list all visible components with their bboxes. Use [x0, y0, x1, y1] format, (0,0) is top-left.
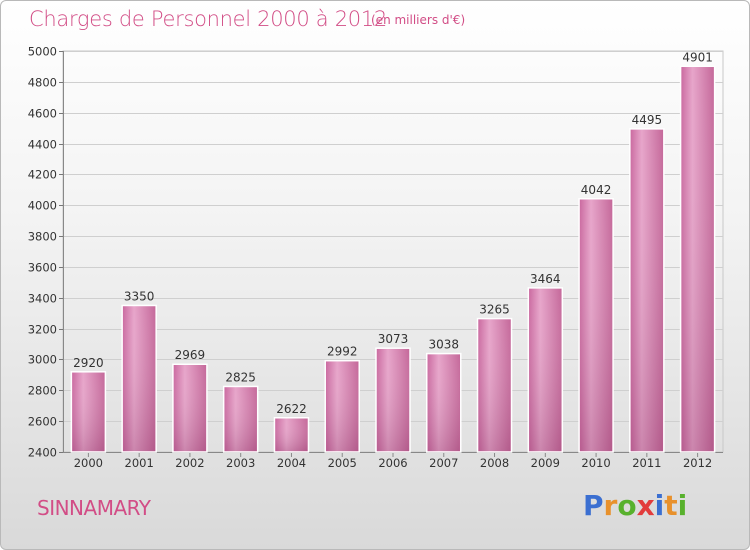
bar-shade: [326, 361, 359, 451]
bar-value-label: 4901: [682, 50, 713, 64]
bar-value-label: 3464: [530, 272, 561, 286]
logo-letter: r: [603, 489, 618, 522]
y-tick-label: 4200: [28, 168, 57, 182]
y-tick-label: 4600: [28, 107, 57, 121]
logo-letter: P: [583, 489, 604, 522]
y-tick-label: 4800: [28, 76, 57, 90]
bar-shade: [630, 129, 663, 451]
bar-value-label: 4042: [581, 183, 612, 197]
logo-letter: x: [636, 489, 655, 522]
proxiti-logo: Proxiti: [583, 489, 687, 522]
y-tick-label: 4000: [28, 199, 57, 213]
bar-shade: [173, 365, 206, 451]
bar-shade: [529, 288, 562, 451]
bar-shade: [275, 418, 308, 451]
x-tick-label: 2003: [226, 456, 255, 470]
x-tick-label: 2004: [277, 456, 306, 470]
city-name: SINNAMARY: [37, 496, 151, 520]
x-tick-label: 2006: [378, 456, 407, 470]
x-tick-label: 2011: [632, 456, 661, 470]
bar-shade: [478, 319, 511, 451]
y-tick-label: 3800: [28, 230, 57, 244]
logo-letter: i: [654, 489, 665, 522]
y-tick-label: 3200: [28, 323, 57, 337]
bar-layer: [70, 65, 716, 453]
x-tick-label: 2002: [175, 456, 204, 470]
x-tick-label: 2012: [683, 456, 712, 470]
x-tick-label: 2005: [328, 456, 357, 470]
bar-shade: [123, 306, 156, 451]
bar-shade: [72, 372, 105, 451]
chart-title: Charges de Personnel 2000 à 2012: [29, 7, 387, 31]
x-tick-label: 2007: [429, 456, 458, 470]
label-layer: 2920 2000 3350 2001 2969 2002 2825 2003 2622 2004…: [73, 50, 713, 470]
bar-shade: [580, 199, 613, 451]
y-tick-label: 2600: [28, 415, 57, 429]
logo-letter: o: [617, 489, 637, 522]
bar-value-label: 2969: [175, 348, 206, 362]
y-tick-label: 5000: [28, 45, 57, 59]
chart-subtitle: (en milliers d'€): [371, 13, 466, 27]
bar-shade: [224, 387, 257, 451]
x-tick-label: 2001: [125, 456, 154, 470]
x-tick-label: 2008: [480, 456, 509, 470]
x-tick-label: 2009: [531, 456, 560, 470]
y-tick-label: 4400: [28, 138, 57, 152]
bar-value-label: 3038: [428, 338, 459, 352]
bar-shade: [681, 67, 714, 451]
x-tick-label: 2010: [581, 456, 610, 470]
x-tick-label: 2000: [74, 456, 103, 470]
y-tick-label: 2400: [28, 446, 57, 460]
logo-letter: t: [664, 489, 678, 522]
y-tick-label: 3600: [28, 261, 57, 275]
bar-value-label: 3350: [124, 289, 155, 303]
bar-value-label: 3073: [378, 332, 409, 346]
axis-layer: 2400 2600 2800 3000 3200 3400 3600 3800 4000 4200…: [28, 45, 723, 460]
bar-value-label: 3265: [479, 303, 510, 317]
y-tick-label: 2800: [28, 384, 57, 398]
bar-value-label: 2920: [73, 356, 104, 370]
bar-value-label: 4495: [632, 113, 663, 127]
bar-shade: [377, 349, 409, 451]
y-tick-label: 3000: [28, 353, 57, 367]
bar-value-label: 2622: [276, 402, 307, 416]
bar-value-label: 2825: [225, 370, 256, 384]
bar-shade: [427, 354, 460, 451]
bar-value-label: 2992: [327, 345, 358, 359]
logo-letter: i: [677, 489, 688, 522]
y-tick-label: 3400: [28, 292, 57, 306]
